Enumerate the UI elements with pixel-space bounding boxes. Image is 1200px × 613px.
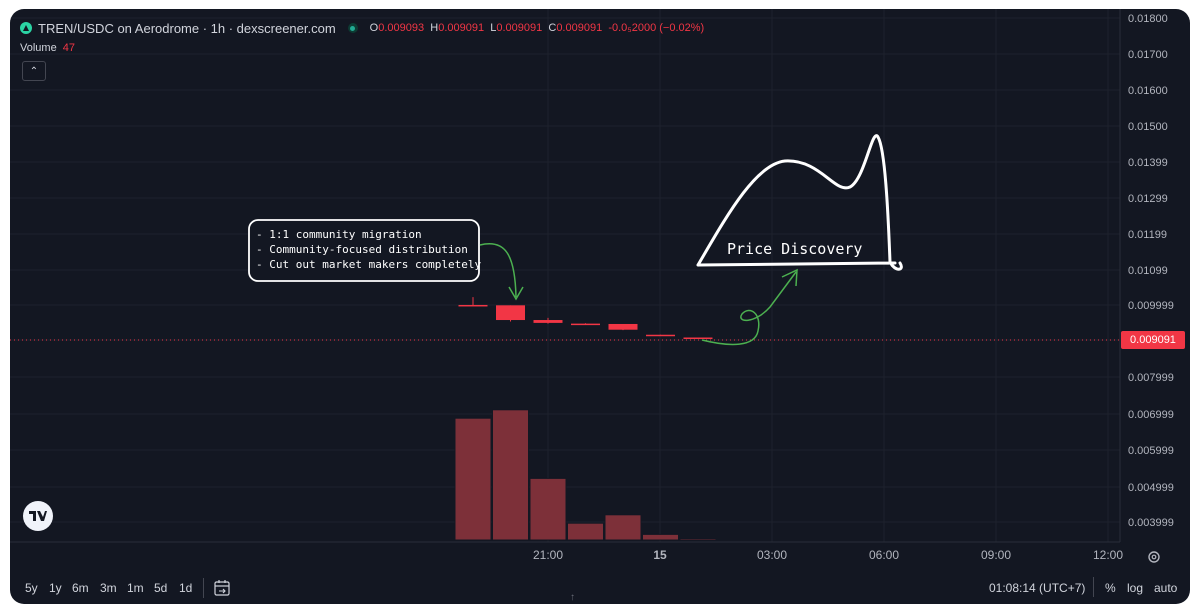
y-tick-label: 0.01600 [1128,85,1168,97]
dexscreener-logo-icon [20,22,32,34]
chart-window: 0.01800 0.01700 0.01600 0.01500 0.01399 0.012… [10,9,1190,604]
forecast-arrow-head [781,268,798,287]
volume-legend: Volume 47 [20,42,75,54]
auto-scale-toggle[interactable]: auto [1154,581,1178,595]
annotation-line-1: - 1:1 community migration [256,228,422,241]
price-discovery-curve [696,134,903,271]
x-tick-label: 15 [653,548,667,562]
chart-header: TREN/USDC on Aerodrome · 1h · dexscreene… [20,19,704,37]
y-tick-label: 0.01700 [1128,49,1168,61]
x-tick-label: 09:00 [981,548,1011,562]
candle-body[interactable] [533,320,563,323]
callout-arrow [479,243,517,298]
y-tick-label: 0.01299 [1128,193,1168,205]
volume-bar[interactable] [529,477,567,541]
volume-bar[interactable] [679,538,717,541]
scroll-up-arrow-icon[interactable]: ↑ [570,592,575,603]
timeframe-5y[interactable]: 5y [25,581,38,595]
y-tick-label: 0.003999 [1128,517,1174,529]
y-tick-label: 0.01399 [1128,157,1168,169]
timeframe-1m[interactable]: 1m [127,581,144,595]
volume-bar[interactable] [604,514,642,541]
y-tick-label: 0.009999 [1128,300,1174,312]
percent-scale-toggle[interactable]: % [1105,581,1116,595]
x-tick-label: 03:00 [757,548,787,562]
x-tick-label: 21:00 [533,548,563,562]
toolbar-divider-right [1093,577,1094,597]
candle-body[interactable] [571,323,600,326]
price-chart[interactable]: 0.01800 0.01700 0.01600 0.01500 0.01399 0.012… [10,9,1190,604]
pair-title[interactable]: TREN/USDC on Aerodrome · 1h · dexscreene… [38,20,336,36]
x-tick-label: 06:00 [869,548,899,562]
candle-body[interactable] [646,334,675,337]
y-tick-label: 0.007999 [1128,372,1174,384]
utc-clock[interactable]: 01:08:14 (UTC+7) [989,581,1086,595]
volume-bar[interactable] [492,409,529,541]
bottom-toolbar: 5y 1y 6m 3m 1m 5d 1d 01:08:14 (UTC+7) % … [10,572,1190,604]
y-tick-label: 0.006999 [1128,409,1174,421]
timeframe-3m[interactable]: 3m [100,581,117,595]
last-price-badge: 0.009091 [1121,331,1185,349]
y-tick-label: 0.005999 [1128,445,1174,457]
timeframe-1d[interactable]: 1d [179,581,193,595]
candle-body[interactable] [496,305,525,321]
settings-gear-icon[interactable] [1147,550,1161,564]
date-range-icon[interactable] [213,579,231,597]
candle-body[interactable] [458,304,488,307]
timeframe-6m[interactable]: 6m [72,581,89,595]
log-scale-toggle[interactable]: log [1127,581,1144,595]
annotation-line-2: - Community-focused distribution [256,243,468,256]
x-tick-label: 12:00 [1093,548,1123,562]
y-tick-label: 0.01099 [1128,265,1168,277]
chevron-up-icon: ⌃ [29,65,39,77]
y-tick-label: 0.004999 [1128,482,1174,494]
plot-area[interactable]: 0.01800 0.01700 0.01600 0.01500 0.01399 0.012… [10,9,1174,562]
y-tick-label: 0.01199 [1128,229,1167,241]
tradingview-logo-icon[interactable] [23,501,53,531]
forecast-arrow [701,271,797,346]
timeframe-5d[interactable]: 5d [154,581,168,595]
callout-arrow-head [508,286,524,301]
timeframe-1y[interactable]: 1y [49,581,62,595]
volume-bar[interactable] [454,417,492,541]
y-tick-label: 0.01800 [1128,13,1168,25]
volume-bar[interactable] [567,522,604,541]
candle-body[interactable] [683,337,713,339]
toolbar-divider [203,578,204,598]
y-tick-label: 0.01500 [1128,121,1168,133]
candle-body[interactable] [608,323,638,330]
volume-value: 47 [62,42,75,54]
ohlc-values: O0.009093 H0.009091 L0.009091 C0.009091 … [369,22,705,34]
price-discovery-label: Price Discovery [727,240,862,258]
annotation-line-3: - Cut out market makers completely [256,258,482,271]
price-change: -0.0₅2000 (−0.02%) [608,22,705,34]
annotation-callout: - 1:1 community migration - Community-fo… [248,219,482,282]
live-status-icon [347,23,358,33]
collapse-legend-button[interactable]: ⌃ [22,61,46,81]
volume-bar[interactable] [642,533,679,541]
